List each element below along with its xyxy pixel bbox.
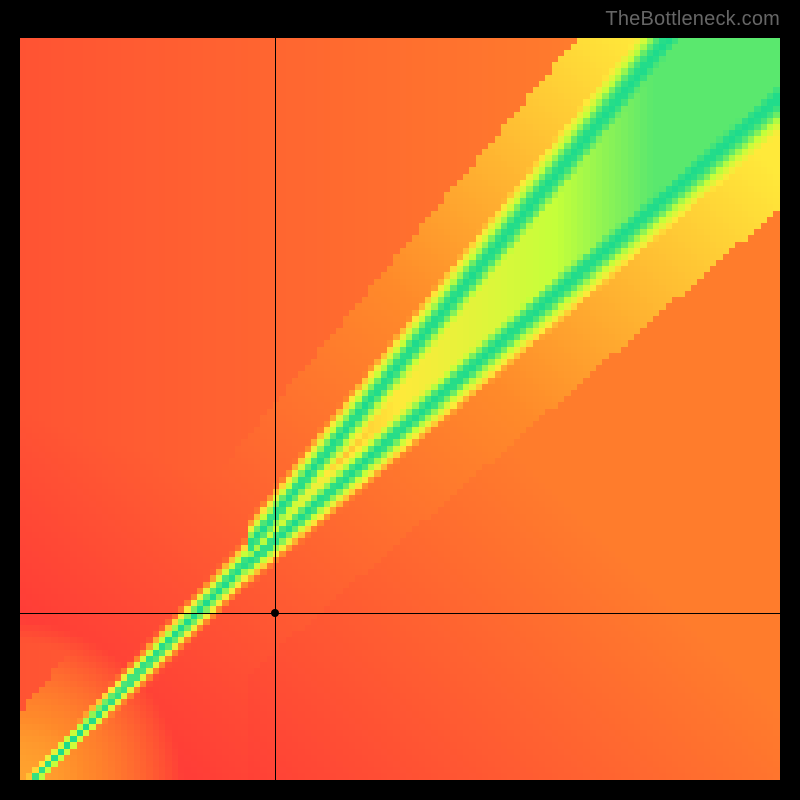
stage: TheBottleneck.com <box>0 0 800 800</box>
watermark-text: TheBottleneck.com <box>605 8 780 31</box>
heatmap-canvas <box>20 38 780 780</box>
